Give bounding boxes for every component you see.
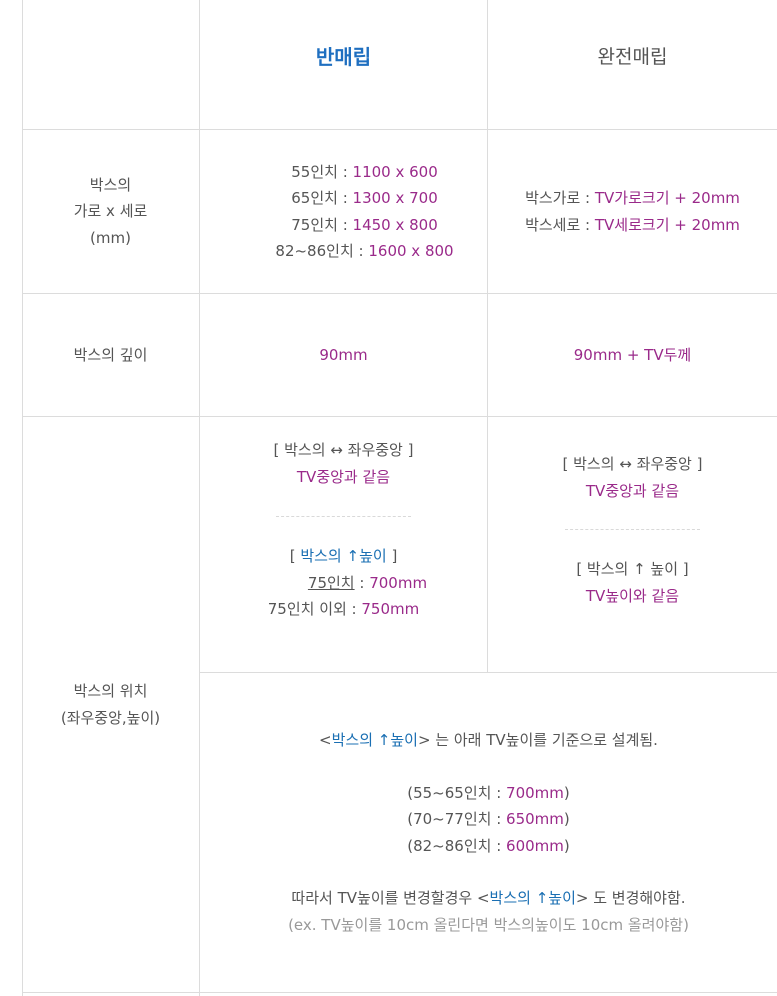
height-title-full: [ 박스의 ↑ 높이 ] (576, 560, 689, 578)
height-title: [ 박스의 ↑높이 ] (289, 547, 398, 565)
size-label-line: (mm) (90, 228, 131, 247)
position-label-cell: 박스의 위치 (좌우중앙,높이) (22, 417, 199, 992)
size-label-line: 박스의 (89, 175, 132, 194)
note-change: 따라서 TV높이를 변경할경우 <박스의 ↑높이> 도 변경해야함. (291, 889, 686, 907)
header-empty-cell (22, 0, 199, 110)
depth-full-cell: 90mm + TV두께 (488, 294, 777, 416)
row-divider-bottom (22, 992, 777, 993)
position-label-line: 박스의 위치 (73, 682, 148, 700)
depth-half-value: 90mm (319, 345, 368, 364)
position-full-cell: [ 박스의 ↔ 좌우중앙 ] TV중앙과 같음 [ 박스의 ↑ 높이 ] TV높… (488, 417, 777, 672)
depth-label-cell: 박스의 깊이 (22, 294, 199, 416)
column-divider-2 (487, 0, 488, 672)
row-divider-3 (22, 416, 777, 417)
note-spec-line: (70~77인치 : 650mm) (407, 810, 570, 828)
size-label-line: 가로 x 세로 (73, 202, 148, 221)
lr-value-full: TV중앙과 같음 (585, 481, 680, 500)
header-full-cell: 완전매립 (488, 0, 777, 110)
height-75-line: 75인치 : 700mm (307, 573, 428, 592)
size-spec-line: 65인치 : 1300 x 700 (291, 189, 438, 207)
lr-title-full: [ 박스의 ↔ 좌우중앙 ] (562, 455, 703, 473)
depth-full-value: 90mm + TV두께 (573, 345, 692, 364)
height-other-line: 75인치 이외 : 750mm (267, 600, 420, 618)
lr-title: [ 박스의 ↔ 좌우중앙 ] (273, 441, 414, 459)
header-half-label: 반매립 (315, 44, 372, 69)
note-example: (ex. TV높이를 10cm 올린다면 박스의높이도 10cm 올려야함) (288, 915, 689, 934)
note-intro: <박스의 ↑높이> 는 아래 TV높이를 기준으로 설계됨. (319, 731, 658, 749)
position-half-cell: [ 박스의 ↔ 좌우중앙 ] TV중앙과 같음 [ 박스의 ↑높이 ] 75인치… (200, 417, 487, 672)
height-value-full: TV높이와 같음 (585, 586, 680, 605)
size-spec-line: 82~86인치 : 1600 x 800 (275, 242, 454, 260)
row-divider-4 (199, 672, 777, 673)
row-divider-1 (22, 129, 777, 130)
size-spec-line: 75인치 : 1450 x 800 (291, 215, 438, 234)
column-divider-1 (199, 0, 200, 996)
header-half-cell: 반매립 (200, 0, 487, 110)
size-spec-line: 55인치 : 1100 x 600 (291, 162, 438, 181)
dashed-divider (276, 516, 411, 517)
size-full-line: 박스세로 : TV세로크기 + 20mm (525, 215, 740, 234)
size-label-cell: 박스의 가로 x 세로 (mm) (22, 130, 199, 293)
height-note-cell: <박스의 ↑높이> 는 아래 TV높이를 기준으로 설계됨. (55~65인치 … (200, 673, 777, 992)
size-full-cell: 박스가로 : TV가로크기 + 20mm 박스세로 : TV세로크기 + 20m… (488, 130, 777, 293)
lr-value: TV중앙과 같음 (296, 467, 391, 486)
depth-label: 박스의 깊이 (73, 345, 148, 364)
note-spec-line: (55~65인치 : 700mm) (407, 783, 570, 802)
comparison-table: 반매립 완전매립 박스의 가로 x 세로 (mm) 55인치 : 1100 x … (22, 0, 777, 996)
size-half-cell: 55인치 : 1100 x 600 65인치 : 1300 x 700 75인치… (200, 130, 487, 293)
dashed-divider (565, 529, 700, 530)
row-divider-2 (22, 293, 777, 294)
depth-half-cell: 90mm (200, 294, 487, 416)
note-spec-line: (82~86인치 : 600mm) (407, 836, 570, 855)
table-left-border (22, 0, 23, 996)
header-full-label: 완전매립 (597, 45, 668, 68)
size-full-line: 박스가로 : TV가로크기 + 20mm (525, 189, 740, 207)
position-label-line: (좌우중앙,높이) (60, 708, 161, 727)
